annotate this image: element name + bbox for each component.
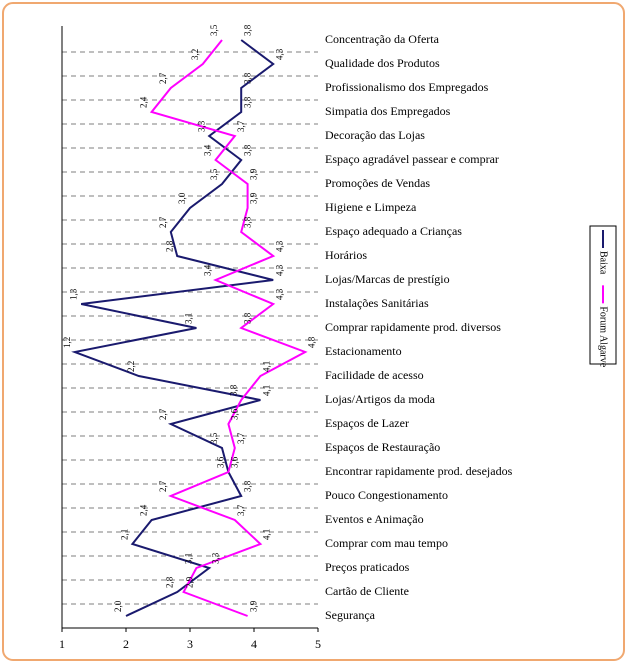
category-label: Comprar rapidamente prod. diversos bbox=[325, 320, 501, 334]
data-label: 2,9 bbox=[185, 576, 195, 588]
category-label: Espaço adequado a Crianças bbox=[325, 224, 462, 238]
data-label: 3,6 bbox=[229, 456, 239, 468]
data-label: 2,7 bbox=[158, 72, 168, 84]
data-label: 2,4 bbox=[139, 96, 149, 108]
data-label: 4,3 bbox=[274, 288, 284, 300]
data-label: 3,8 bbox=[242, 144, 252, 156]
category-label: Promoções de Vendas bbox=[325, 176, 430, 190]
category-label: Lojas/Marcas de prestígio bbox=[325, 272, 450, 286]
data-label: 3,8 bbox=[242, 96, 252, 108]
category-label: Lojas/Artigos da moda bbox=[325, 392, 436, 406]
category-label: Higiene e Limpeza bbox=[325, 200, 417, 214]
data-label: 2,7 bbox=[158, 216, 168, 228]
data-label: 3,8 bbox=[228, 384, 238, 396]
data-label: 3,8 bbox=[242, 312, 252, 324]
data-label: 2,4 bbox=[139, 504, 149, 516]
data-label: 3,4 bbox=[203, 264, 213, 276]
data-label: 2,1 bbox=[119, 529, 129, 540]
category-label: Preços praticados bbox=[325, 560, 410, 574]
data-label: 3,5 bbox=[209, 432, 219, 444]
data-label: 3,6 bbox=[215, 456, 225, 468]
category-label: Encontrar rapidamente prod. desejados bbox=[325, 464, 513, 478]
category-label: Qualidade dos Produtos bbox=[325, 56, 440, 70]
data-label: 4,1 bbox=[261, 361, 271, 372]
category-label: Facilidade de acesso bbox=[325, 368, 424, 382]
x-tick-label: 2 bbox=[123, 637, 129, 651]
category-label: Concentração da Oferta bbox=[325, 32, 440, 46]
series-line bbox=[149, 39, 308, 617]
category-label: Profissionalismo dos Empregados bbox=[325, 80, 489, 94]
category-label: Estacionamento bbox=[325, 344, 402, 358]
data-label: 4,8 bbox=[306, 336, 316, 348]
data-label: 3,7 bbox=[236, 504, 246, 516]
data-label: 3,7 bbox=[236, 432, 246, 444]
data-label: 2,2 bbox=[126, 361, 136, 372]
category-label: Eventos e Animação bbox=[325, 512, 424, 526]
category-label: Espaços de Restauração bbox=[325, 440, 440, 454]
data-label: 3,9 bbox=[249, 168, 259, 180]
data-label: 3,3 bbox=[210, 552, 220, 564]
data-label: 3,8 bbox=[242, 24, 252, 36]
category-label: Instalações Sanitárias bbox=[325, 296, 429, 310]
data-label: 3,9 bbox=[249, 192, 259, 204]
data-label: 2,7 bbox=[158, 408, 168, 420]
legend-label: Baixa bbox=[598, 251, 609, 275]
data-label: 3,2 bbox=[190, 49, 200, 60]
data-label: 2,8 bbox=[164, 576, 174, 588]
data-label: 3,1 bbox=[183, 313, 193, 324]
data-label: 3,1 bbox=[183, 553, 193, 564]
x-tick-label: 3 bbox=[187, 637, 193, 651]
data-label: 1,2 bbox=[62, 337, 72, 348]
category-label: Segurança bbox=[325, 608, 376, 622]
data-label: 3,0 bbox=[177, 192, 187, 204]
data-label: 3,8 bbox=[242, 216, 252, 228]
x-tick-label: 1 bbox=[59, 637, 65, 651]
data-label: 3,9 bbox=[249, 600, 259, 612]
category-label: Horários bbox=[325, 248, 367, 262]
data-label: 3,3 bbox=[196, 120, 206, 132]
data-label: 4,3 bbox=[274, 48, 284, 60]
data-label: 2,8 bbox=[164, 240, 174, 252]
data-label: 4,1 bbox=[261, 385, 271, 396]
data-label: 3,5 bbox=[209, 168, 219, 180]
data-label: 4,3 bbox=[274, 240, 284, 252]
data-label: 3,4 bbox=[203, 144, 213, 156]
data-label: 1,3 bbox=[68, 288, 78, 300]
x-tick-label: 5 bbox=[315, 637, 321, 651]
category-label: Espaço agradável passear e comprar bbox=[325, 152, 499, 166]
data-label: 3,6 bbox=[229, 408, 239, 420]
data-label: 3,7 bbox=[236, 120, 246, 132]
category-label: Espaços de Lazer bbox=[325, 416, 409, 430]
data-label: 3,8 bbox=[242, 72, 252, 84]
x-tick-label: 4 bbox=[251, 637, 257, 651]
category-label: Pouco Congestionamento bbox=[325, 488, 448, 502]
series-line bbox=[71, 39, 275, 617]
category-label: Simpatia dos Empregados bbox=[325, 104, 451, 118]
data-label: 2,7 bbox=[158, 480, 168, 492]
legend-label: Forum Algarve bbox=[598, 306, 609, 367]
data-label: 2,0 bbox=[113, 600, 123, 612]
data-label: 3,8 bbox=[242, 480, 252, 492]
data-label: 4,3 bbox=[274, 264, 284, 276]
category-label: Decoração das Lojas bbox=[325, 128, 425, 142]
category-label: Comprar com mau tempo bbox=[325, 536, 448, 550]
legend: Baixa Forum Algarve bbox=[598, 230, 609, 368]
data-label: 4,1 bbox=[261, 529, 271, 540]
data-label: 3,5 bbox=[209, 24, 219, 36]
category-label: Cartão de Cliente bbox=[325, 584, 409, 598]
